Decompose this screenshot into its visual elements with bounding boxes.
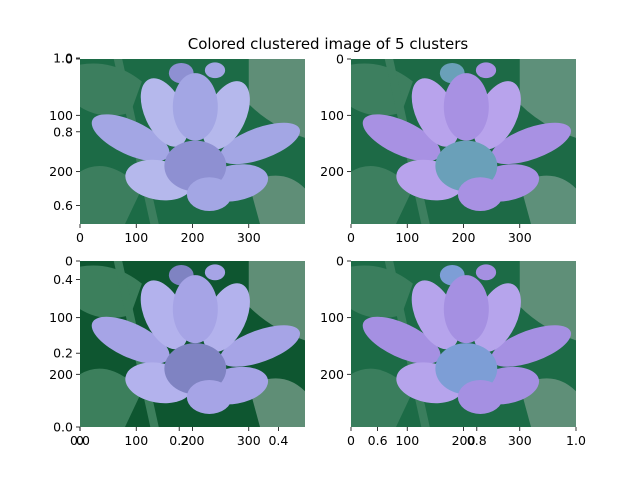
bg-ytick-label: 0.2 — [53, 346, 73, 361]
petal — [172, 73, 218, 141]
bg-xtick-label: 0.0 — [70, 433, 90, 448]
leaf-patch — [519, 59, 576, 138]
panel-axes: 0 100 200 300 0 100 200 — [320, 254, 532, 449]
panel-image — [80, 59, 305, 224]
xtick-label: 100 — [395, 230, 419, 245]
leaf-patch — [248, 59, 305, 138]
petal — [457, 379, 503, 414]
ytick-label: 200 — [320, 367, 344, 382]
background-axes: 0.0 0.2 0.4 0.6 0.8 1.0 0.0 0.2 0.4 0.6 0.8 1.0 — [53, 51, 586, 449]
bg-xtick-label: 0.2 — [169, 433, 189, 448]
bg-xtick-label: 1.0 — [566, 433, 586, 448]
petal — [490, 122, 572, 165]
bg-ytick-label: 0.6 — [53, 198, 73, 213]
panel-axes: 0 100 200 300 0 100 200 — [49, 52, 261, 246]
panel-axes: 0 100 200 300 0 100 200 — [49, 254, 261, 449]
xtick-label: 0 — [76, 230, 84, 245]
xtick-label: 200 — [452, 230, 476, 245]
bg-xtick-label: 0.8 — [467, 433, 487, 448]
ytick-label: 100 — [49, 108, 73, 123]
panel-image — [351, 261, 576, 427]
ytick-label: 200 — [49, 164, 73, 179]
xtick-label: 300 — [237, 230, 261, 245]
panel-axes: 0 100 200 300 0 100 200 — [320, 52, 532, 246]
xtick-label: 200 — [452, 433, 476, 448]
image-panels: 0 100 200 300 0 100 200 0 100 200 300 0 100 200 0 100 20… — [49, 52, 576, 449]
ytick-label: 0 — [336, 52, 344, 67]
xtick-label: 0 — [76, 433, 84, 448]
xtick-label: 300 — [508, 433, 532, 448]
bg-ytick-label: 0.8 — [53, 124, 73, 139]
bud-patch — [204, 62, 226, 79]
xtick-label: 200 — [181, 230, 205, 245]
xtick-label: 100 — [124, 433, 148, 448]
petal — [490, 325, 572, 367]
petal — [186, 379, 232, 414]
bud-patch — [475, 264, 497, 281]
xtick-label: 100 — [395, 433, 419, 448]
ytick-label: 200 — [320, 164, 344, 179]
ytick-label: 0 — [336, 254, 344, 269]
xtick-label: 300 — [508, 230, 532, 245]
petal — [219, 122, 301, 165]
xtick-label: 0 — [347, 230, 355, 245]
ytick-label: 200 — [49, 367, 73, 382]
bg-xtick-label: 0.4 — [268, 433, 288, 448]
leaf-patch — [248, 261, 305, 341]
petal — [362, 316, 441, 364]
petal — [443, 73, 489, 141]
figure-title: Colored clustered image of 5 clusters — [188, 35, 469, 53]
panel-bottom-right: 0 100 200 300 0 100 200 — [320, 254, 576, 449]
petal — [91, 316, 170, 364]
bud-patch — [204, 264, 226, 281]
petal — [186, 177, 232, 212]
petal — [91, 114, 170, 162]
bg-ytick-label: 1.0 — [53, 51, 73, 66]
petal — [362, 114, 441, 162]
petal — [443, 275, 489, 344]
xtick-label: 0 — [347, 433, 355, 448]
ytick-label: 0 — [65, 52, 73, 67]
petal — [457, 177, 503, 212]
bud-patch — [475, 62, 497, 79]
panel-top-left: 0 100 200 300 0 100 200 — [49, 52, 305, 246]
petal — [219, 325, 301, 367]
ytick-label: 100 — [320, 310, 344, 325]
bg-ytick-label: 0.0 — [53, 420, 73, 435]
ytick-label: 100 — [49, 310, 73, 325]
xtick-label: 200 — [181, 433, 205, 448]
leaf-patch — [519, 261, 576, 341]
panel-image — [351, 59, 576, 224]
ytick-label: 100 — [320, 108, 344, 123]
panel-top-right: 0 100 200 300 0 100 200 — [320, 52, 576, 246]
bg-ytick-label: 0.4 — [53, 272, 73, 287]
xtick-label: 300 — [237, 433, 261, 448]
panel-bottom-left: 0 100 200 300 0 100 200 — [49, 254, 305, 449]
bg-xtick-label: 0.6 — [368, 433, 388, 448]
xtick-label: 100 — [124, 230, 148, 245]
panel-image — [80, 261, 305, 427]
petal — [172, 275, 218, 344]
ytick-label: 0 — [65, 254, 73, 269]
